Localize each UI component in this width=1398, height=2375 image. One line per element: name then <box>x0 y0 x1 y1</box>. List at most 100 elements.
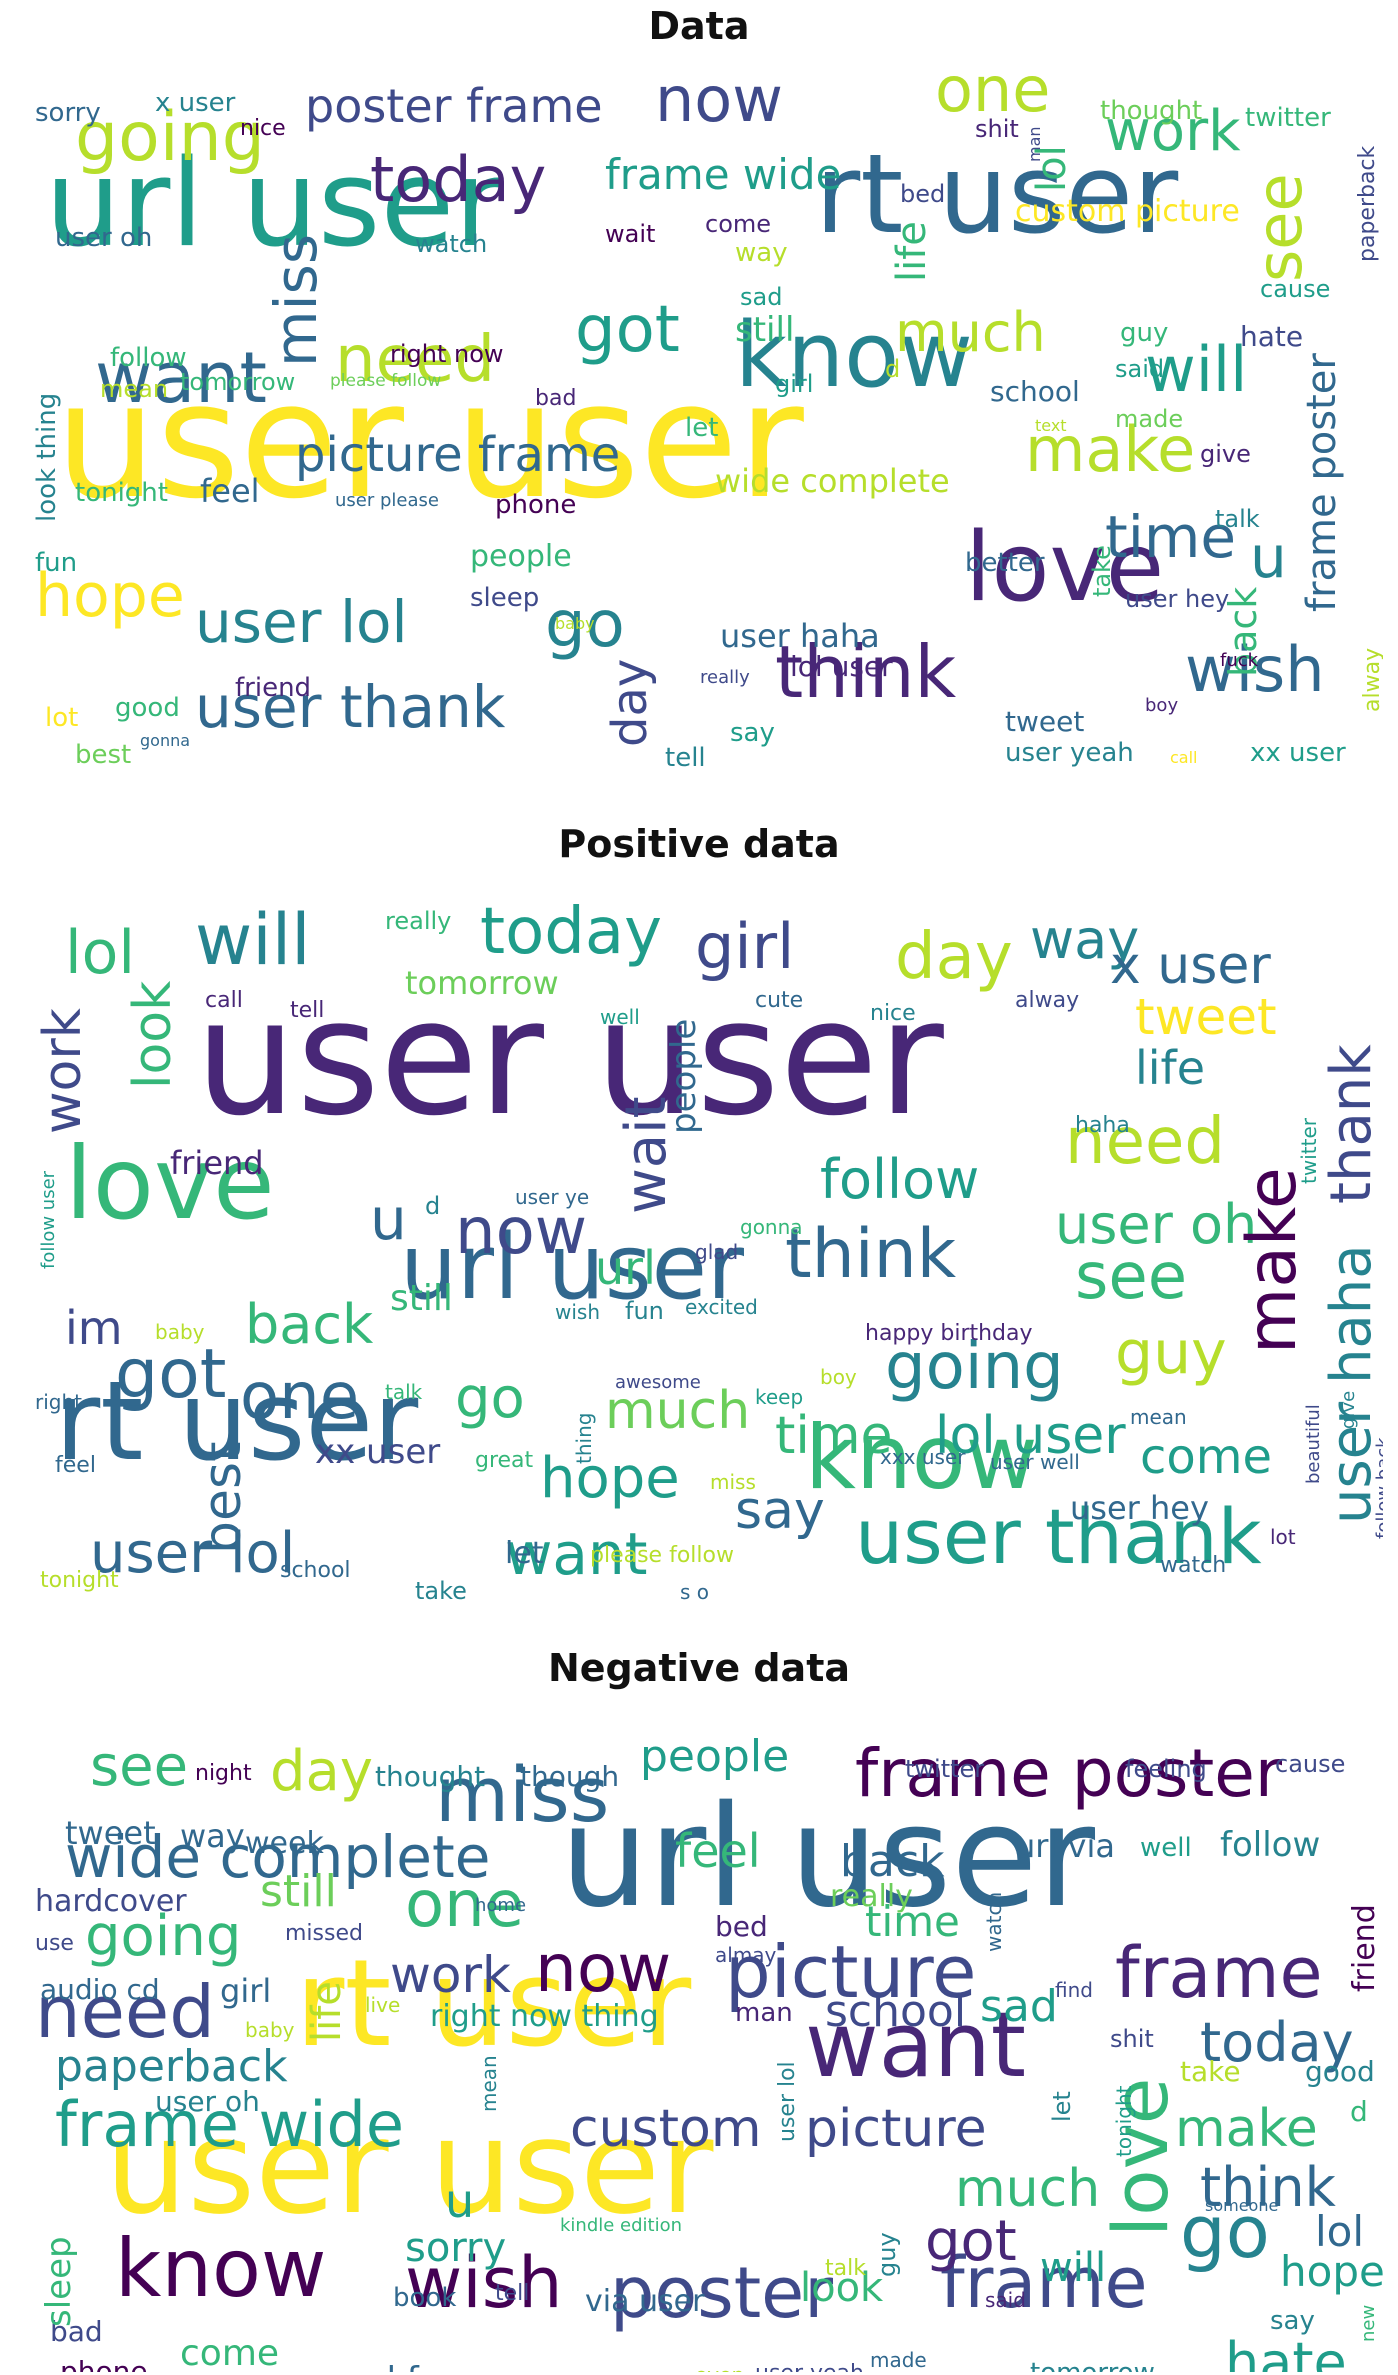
cloud-word: back <box>245 1293 374 1357</box>
cloud-word: look thing <box>31 392 62 522</box>
cloud-word: user well <box>990 1450 1080 1474</box>
cloud-word: wide complete <box>65 1822 491 1891</box>
cloud-word: take <box>415 1576 467 1605</box>
cloud-word: paperback <box>1354 145 1380 262</box>
cloud-word: haha <box>1075 1113 1130 1139</box>
cloud-word: audio cd <box>40 1973 160 2007</box>
cloud-word: tell <box>495 2281 530 2307</box>
cloud-word: friend <box>235 672 312 703</box>
wordcloud-positive: user user url user rt user love know user tha… <box>15 874 1383 1609</box>
cloud-word: best <box>193 1441 254 1554</box>
cloud-word: u <box>370 1184 407 1253</box>
cloud-word: bed <box>715 1910 768 1944</box>
cloud-word: user oh <box>155 2085 260 2119</box>
cloud-word: see <box>1075 1239 1188 1314</box>
cloud-word: user lol <box>90 1521 296 1587</box>
cloud-word: shit <box>975 114 1019 143</box>
cloud-word: life <box>304 1981 351 2042</box>
cloud-word: going <box>85 1904 242 1970</box>
cloud-word: nice <box>240 116 286 142</box>
cloud-word: glad <box>695 1240 739 1264</box>
cloud-word: gonna <box>140 731 191 751</box>
cloud-word: people <box>640 1730 790 1782</box>
cloud-word: miss <box>262 233 331 367</box>
cloud-word: text <box>1035 416 1067 436</box>
cloud-word: come <box>180 2333 280 2372</box>
panel-title-negative: Negative data <box>547 1646 851 1690</box>
cloud-word: today <box>480 894 662 969</box>
cloud-word: hate <box>1240 320 1304 354</box>
cloud-word: bad <box>535 386 577 412</box>
cloud-word: twitter <box>905 1754 985 1783</box>
cloud-word: wide complete <box>715 461 950 500</box>
cloud-word: want <box>805 1992 1027 2098</box>
cloud-word: frame wide <box>55 2088 404 2162</box>
cloud-word: one <box>240 1359 360 1434</box>
cloud-word: lol user <box>790 650 893 684</box>
panel-title-data: Data <box>648 4 750 48</box>
cloud-word: come <box>1140 1429 1273 1486</box>
cloud-word: still <box>390 1278 453 1320</box>
cloud-word: one <box>405 1867 525 1942</box>
cloud-word: thank <box>1319 1044 1383 1204</box>
cloud-word: please follow <box>590 1543 734 1569</box>
cloud-word: tonight <box>1111 2085 1136 2157</box>
cloud-word: go <box>455 1366 525 1432</box>
cloud-word: girl <box>220 1971 272 2010</box>
cloud-word: now <box>535 1929 672 2007</box>
cloud-word: right now thing <box>430 1998 659 2034</box>
cloud-word: miss <box>435 1750 610 1840</box>
cloud-word: still <box>735 310 795 351</box>
cloud-word: user hey <box>1125 584 1230 613</box>
cloud-word: night <box>195 1761 252 1787</box>
cloud-word: mean <box>1130 1405 1187 1429</box>
cloud-word: nice <box>870 1001 916 1027</box>
wordcloud-panel-positive: Positive data user user url user rt user lo… <box>0 810 1398 1609</box>
cloud-word: say <box>735 1480 825 1541</box>
cloud-word: alway <box>1359 647 1383 712</box>
cloud-word: thought <box>1100 95 1203 126</box>
cloud-word: bed <box>900 179 946 208</box>
cloud-word: watch <box>981 1891 1006 1952</box>
cloud-word: please follow <box>330 370 442 391</box>
cloud-word: going <box>75 98 265 178</box>
cloud-word: much <box>605 1380 751 1441</box>
cloud-word: tonight <box>75 477 168 508</box>
cloud-word: tonight <box>40 1568 119 1594</box>
cloud-word: friend <box>170 1143 264 1182</box>
cloud-word: will <box>195 898 311 981</box>
wordcloud-negative: user user url user rt user know wish want need… <box>15 1692 1383 2372</box>
cloud-word: better <box>965 547 1045 578</box>
cloud-word: frame poster <box>855 1734 1282 1812</box>
cloud-word: keep <box>755 1385 804 1409</box>
cloud-word: want <box>505 1519 648 1588</box>
cloud-word: x user <box>1110 935 1271 996</box>
cloud-word: today <box>370 143 547 217</box>
cloud-word: poster frame <box>305 78 603 133</box>
cloud-word: guy <box>1120 317 1169 348</box>
cloud-word: twitter <box>1296 1118 1321 1184</box>
cloud-word: life <box>1135 1040 1206 1095</box>
cloud-word: need <box>35 1969 215 2054</box>
cloud-word: make <box>1233 1167 1313 1354</box>
cloud-word: great <box>475 1448 534 1474</box>
cloud-word: sorry <box>405 2225 507 2271</box>
cloud-word: wish <box>555 1300 601 1324</box>
cloud-word: gonna <box>740 1215 803 1239</box>
cloud-word: happy birthday <box>865 1321 1033 1347</box>
cloud-word: x user <box>155 87 236 118</box>
cloud-word: see <box>1243 173 1317 282</box>
cloud-word: man <box>735 1997 793 2028</box>
cloud-word: guy <box>873 2232 902 2277</box>
cloud-word: mean <box>476 2055 501 2112</box>
cloud-word: give <box>1338 1390 1360 1429</box>
cloud-word: user oh <box>55 222 153 253</box>
cloud-word: one <box>935 53 1051 127</box>
cloud-word: frame <box>940 2241 1148 2324</box>
cloud-word: cause <box>1275 1749 1346 1778</box>
cloud-word: take <box>1180 2055 1241 2089</box>
cloud-word: phone <box>60 2355 148 2372</box>
cloud-word: excited <box>685 1295 758 1319</box>
cloud-word: rt user <box>295 1935 692 2074</box>
cloud-word: friend <box>1347 1904 1383 1992</box>
